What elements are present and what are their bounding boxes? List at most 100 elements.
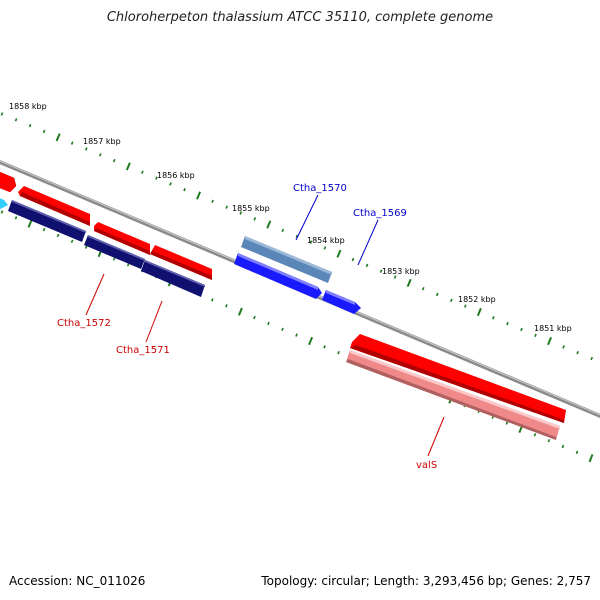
minor-tick [492, 316, 495, 320]
gene-feature[interactable] [8, 200, 86, 242]
major-tick [588, 454, 594, 463]
minor-tick [464, 304, 467, 308]
gene-label-vals[interactable]: valS [416, 460, 437, 471]
minor-tick [225, 205, 228, 209]
gene-feature[interactable] [84, 235, 145, 269]
label-pointer [145, 300, 163, 343]
minor-tick [421, 286, 425, 291]
minor-tick [225, 304, 228, 308]
minor-tick [169, 182, 172, 186]
major-tick [336, 249, 342, 258]
major-tick [196, 191, 202, 200]
minor-tick [295, 333, 298, 337]
minor-tick [183, 188, 186, 192]
minor-tick [533, 433, 537, 437]
label-pointer [427, 416, 445, 457]
minor-tick [365, 263, 369, 268]
tick-label: 1852 kbp [458, 295, 496, 304]
minor-tick [323, 345, 326, 349]
tick-label: 1855 kbp [232, 204, 270, 213]
minor-tick [253, 315, 256, 320]
minor-tick [28, 123, 32, 128]
minor-tick [393, 275, 397, 279]
genome-summary-text: Topology: circular; Length: 3,293,456 bp… [261, 574, 591, 588]
minor-tick [42, 227, 46, 232]
gene-feature[interactable] [0, 196, 8, 212]
minor-tick [211, 298, 214, 302]
minor-tick [42, 129, 46, 134]
gene-label-ctha-1571[interactable]: Ctha_1571 [116, 345, 170, 356]
major-tick [125, 162, 131, 171]
minor-tick [112, 158, 116, 163]
gene-ctha-1569-a[interactable] [234, 253, 322, 299]
inner-tick-ring [0, 210, 594, 463]
minor-tick [70, 239, 74, 244]
minor-tick [0, 210, 4, 214]
tick-label: 1856 kbp [157, 171, 195, 180]
major-tick [266, 220, 272, 229]
gene-ctha-1569-b[interactable] [322, 290, 361, 314]
gene-feature[interactable] [94, 222, 150, 255]
label-pointer [295, 194, 319, 241]
minor-tick [253, 217, 257, 221]
accession-text: Accession: NC_011026 [9, 574, 146, 588]
minor-tick [505, 421, 509, 425]
minor-tick [112, 257, 116, 261]
minor-tick [70, 141, 74, 145]
tick-label: 1854 kbp [307, 236, 345, 245]
gene-feature[interactable] [141, 260, 205, 297]
major-tick [308, 336, 314, 346]
minor-tick [141, 170, 144, 174]
minor-tick [520, 327, 523, 332]
minor-tick [155, 176, 158, 180]
gene-ctha-1570[interactable] [241, 236, 332, 283]
minor-tick [84, 147, 88, 151]
minor-tick [337, 350, 340, 355]
major-tick [547, 337, 553, 346]
gene-feature[interactable] [18, 186, 90, 226]
minor-tick [98, 153, 102, 157]
major-tick [55, 133, 61, 142]
minor-tick [211, 199, 214, 204]
gene-label-ctha-1572[interactable]: Ctha_1572 [57, 318, 111, 329]
minor-tick [575, 450, 579, 455]
tick-label: 1858 kbp [9, 102, 47, 111]
gene-feature[interactable] [0, 170, 17, 193]
minor-tick [267, 321, 270, 326]
minor-tick [562, 345, 565, 349]
minor-tick [547, 438, 551, 443]
minor-tick [84, 245, 88, 249]
map-title: Chloroherpeton thalassium ATCC 35110, co… [106, 10, 494, 25]
minor-tick [309, 240, 313, 244]
gene-label-ctha-1570[interactable]: Ctha_1570 [293, 183, 347, 194]
minor-tick [534, 333, 537, 337]
major-tick [406, 278, 412, 287]
gene-vals-forward[interactable] [350, 334, 566, 423]
minor-tick [0, 112, 4, 116]
minor-tick [435, 292, 439, 297]
gene-feature[interactable] [150, 245, 212, 280]
tick-label: 1851 kbp [534, 324, 572, 333]
minor-tick [351, 257, 355, 262]
gene-vals[interactable] [346, 350, 560, 440]
outer-tick-ring [0, 112, 594, 361]
major-tick [476, 307, 482, 317]
minor-tick [281, 228, 285, 233]
minor-tick [590, 356, 594, 361]
minor-tick [14, 216, 18, 220]
minor-tick [126, 263, 130, 267]
gene-label-ctha-1569[interactable]: Ctha_1569 [353, 208, 407, 219]
label-pointer [357, 219, 379, 266]
label-pointer [85, 273, 105, 316]
tick-label: 1853 kbp [382, 267, 420, 276]
minor-tick [506, 321, 509, 326]
minor-tick [239, 211, 243, 215]
minor-tick [379, 269, 383, 273]
minor-tick [576, 351, 579, 355]
minor-tick [295, 234, 299, 238]
minor-tick [449, 298, 453, 303]
minor-tick [561, 444, 565, 449]
minor-tick [323, 246, 327, 250]
major-tick [237, 307, 243, 316]
minor-tick [281, 327, 284, 331]
